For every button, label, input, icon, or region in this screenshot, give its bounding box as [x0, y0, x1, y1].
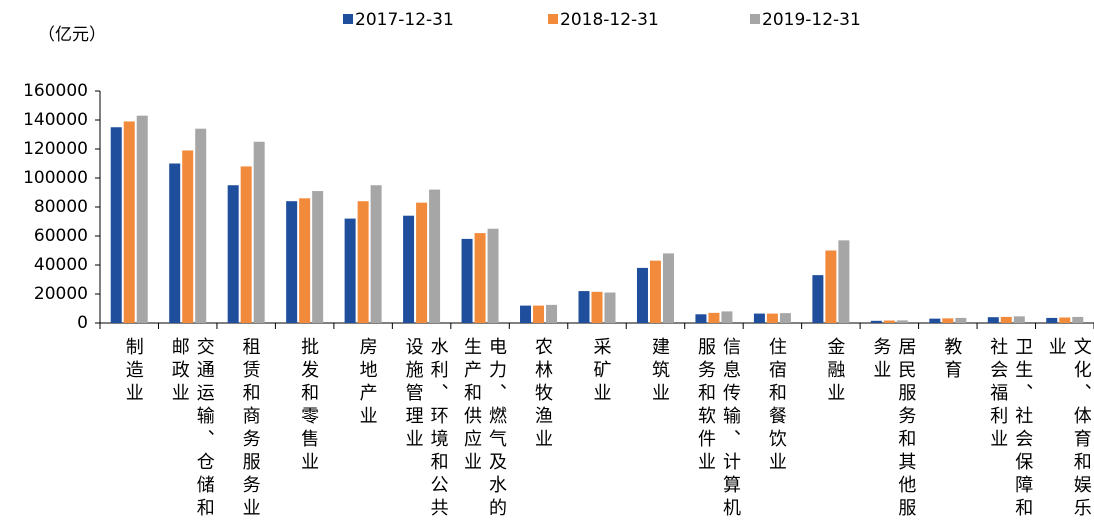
- bar: [825, 250, 837, 323]
- x-tick-label: 住宿和餐饮业: [765, 337, 787, 475]
- bar: [416, 202, 428, 323]
- y-tick-label: 160000: [23, 81, 88, 101]
- x-tick-label: 建筑业: [648, 337, 670, 406]
- bar: [649, 260, 661, 323]
- bar: [474, 233, 486, 323]
- x-tick-label: 水利、环境和公共设施管理业: [402, 337, 449, 521]
- bar: [169, 163, 181, 323]
- bar: [182, 150, 194, 323]
- x-tick-label: 制造业: [122, 337, 144, 406]
- x-tick-label: 房地产业: [356, 337, 378, 429]
- bar: [195, 128, 207, 323]
- bar: [344, 218, 356, 323]
- bar: [636, 267, 648, 323]
- x-tick-label: 电力、燃气及水的生产和供应业: [461, 337, 508, 521]
- bar: [987, 317, 999, 323]
- bar: [533, 305, 545, 323]
- bar: [253, 141, 265, 323]
- x-tick-label: 教育: [941, 337, 963, 383]
- bar: [240, 166, 252, 323]
- bar: [812, 275, 824, 323]
- unit-label: （亿元）: [38, 25, 106, 45]
- x-tick-label: 文化、体育和娱乐业: [1045, 337, 1092, 521]
- bar: [1000, 316, 1012, 323]
- bar: [461, 238, 473, 323]
- bar: [429, 189, 441, 323]
- bar: [546, 304, 558, 323]
- bar: [942, 318, 954, 323]
- x-tick-label: 金融业: [824, 337, 846, 406]
- bar: [721, 311, 733, 323]
- bar: [312, 191, 324, 323]
- bar: [123, 121, 135, 323]
- legend-label: 2018-12-31: [560, 10, 659, 30]
- bar: [662, 253, 674, 323]
- bar: [227, 185, 239, 323]
- y-tick-label: 0: [77, 313, 88, 333]
- y-tick-label: 60000: [34, 226, 88, 246]
- bar: [487, 228, 499, 323]
- legend-label: 2019-12-31: [762, 10, 861, 30]
- legend-label: 2017-12-31: [355, 10, 454, 30]
- bar: [520, 305, 532, 323]
- bar: [896, 320, 908, 323]
- bar: [753, 313, 765, 323]
- legend-swatch: [548, 14, 558, 24]
- bar: [779, 313, 791, 323]
- bar: [578, 291, 590, 323]
- bar: [1046, 317, 1058, 323]
- bar: [299, 198, 311, 323]
- bar: [286, 201, 298, 323]
- y-tick-label: 80000: [34, 197, 88, 217]
- bar: [883, 320, 895, 323]
- x-tick-label: 采矿业: [590, 337, 612, 406]
- bar: [1072, 316, 1084, 323]
- bar: [708, 312, 720, 323]
- bar: [403, 215, 415, 323]
- bar: [929, 318, 941, 323]
- y-tick-label: 20000: [34, 284, 88, 304]
- bar: [766, 313, 778, 323]
- bar: [955, 317, 967, 323]
- x-tick-label: 信息传输、计算机服务和软件业: [694, 337, 741, 521]
- bar: [870, 320, 882, 323]
- x-tick-label: 农林牧渔业: [532, 337, 554, 452]
- bar: [591, 291, 603, 323]
- bar: [838, 240, 850, 323]
- x-tick-label: 卫生、社会保障和社会福利业: [987, 337, 1034, 521]
- x-tick-label: 租赁和商务服务业: [239, 337, 261, 521]
- bar: [1013, 316, 1025, 323]
- bar: [136, 115, 148, 324]
- x-tick-label: 批发和零售业: [298, 337, 320, 475]
- y-tick-label: 140000: [23, 110, 88, 130]
- y-tick-label: 100000: [23, 168, 88, 188]
- y-tick-label: 120000: [23, 139, 88, 159]
- x-tick-label: 居民服务和其他服务业: [870, 337, 917, 521]
- y-tick-label: 40000: [34, 255, 88, 275]
- legend-swatch: [343, 14, 353, 24]
- legend-swatch: [750, 14, 760, 24]
- bar: [695, 314, 707, 323]
- bar: [357, 201, 369, 323]
- bar: [1059, 317, 1071, 323]
- bar: [604, 292, 616, 323]
- bar: [110, 127, 122, 323]
- bar: [370, 185, 382, 323]
- x-tick-label: 交通运输、仓储和邮政业: [168, 337, 215, 521]
